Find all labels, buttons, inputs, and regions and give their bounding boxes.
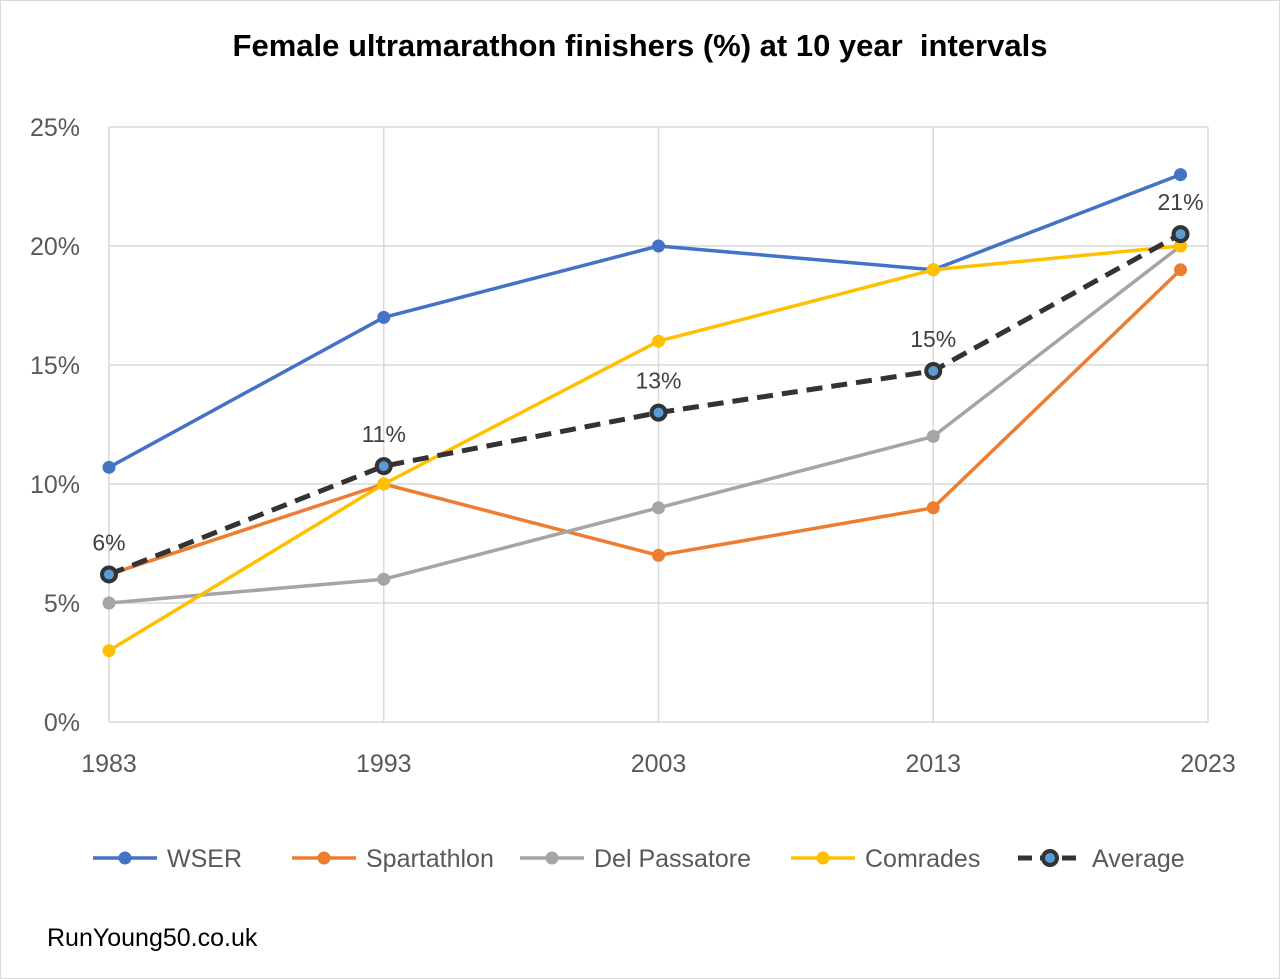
series-wser [102,168,1188,474]
y-tick-label: 15% [30,352,80,380]
data-point [374,457,393,476]
chart-title: Female ultramarathon finishers (%) at 10… [232,28,1048,63]
data-point [1174,263,1188,277]
series-average: 6% 11% 13% 15% 21% [92,189,1204,584]
legend-marker [816,851,830,865]
legend-item: Average [1018,845,1185,873]
data-label: 21% [1158,189,1204,215]
x-tick-label: 2003 [631,750,687,778]
x-tick-label: 2013 [905,750,961,778]
legend-label: Average [1092,845,1185,873]
series-comrades [102,239,1188,658]
y-tick-label: 20% [30,233,80,261]
legend-item: WSER [93,845,242,873]
data-point [377,310,391,324]
y-tick-label: 5% [44,590,80,618]
legend-label: WSER [167,845,242,873]
footer-credit: RunYoung50.co.uk [47,924,258,952]
data-point [102,644,116,658]
y-tick-label: 0% [44,709,80,737]
data-point [100,565,118,584]
series-line [108,268,1182,577]
series-spartathlon [102,263,1188,581]
legend-label: Comrades [865,845,980,873]
x-tick-label: 1983 [81,750,137,778]
data-point [1171,225,1190,244]
data-label: 13% [635,368,681,394]
legend-item: Comrades [791,845,980,873]
y-tick-label: 10% [30,471,80,499]
data-point [649,403,668,422]
legend-marker [1041,849,1059,867]
x-tick-label: 2023 [1180,750,1236,778]
data-point [652,501,665,515]
data-point [926,501,940,515]
legend-label: Del Passatore [594,845,751,873]
data-point [926,263,940,277]
data-point [102,596,116,610]
x-tick-label: 1993 [356,750,412,778]
series-line [108,231,1182,577]
legend-marker [545,851,559,865]
legend-marker [317,851,331,865]
data-point [102,460,116,474]
legend-item: Del Passatore [520,845,751,873]
data-point [1174,239,1188,253]
data-label: 15% [910,326,956,352]
data-label: 11% [362,421,406,447]
data-point [924,361,943,380]
legend-marker [118,851,132,865]
legend-label: Spartathlon [366,845,494,873]
data-point [652,334,665,348]
legend-item: Spartathlon [292,845,494,873]
data-point [1174,168,1188,182]
data-point [652,239,665,253]
data-label: 6% [92,529,125,555]
data-point [926,429,940,443]
y-tick-label: 25% [30,114,80,142]
data-point [652,548,665,562]
data-point [377,477,391,491]
data-point [377,572,391,586]
